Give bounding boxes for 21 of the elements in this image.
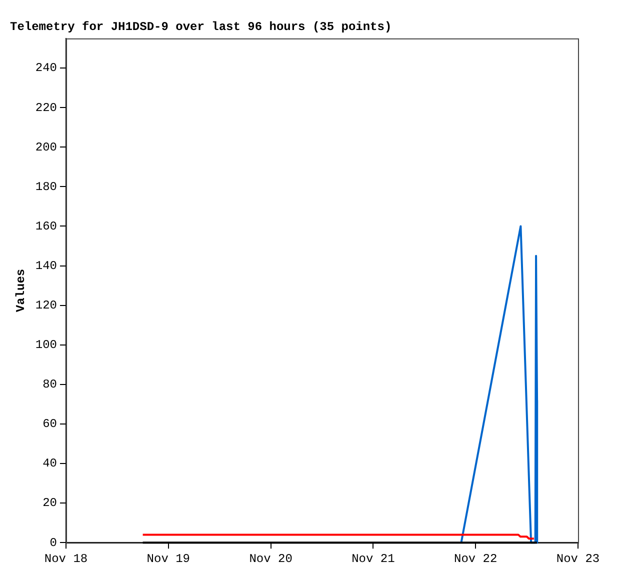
y-tick-label: 60 bbox=[42, 417, 58, 432]
y-tick-label: 0 bbox=[50, 536, 58, 550]
x-tick-label: Nov 21 bbox=[352, 552, 395, 566]
chart-title: Telemetry for JH1DSD-9 over last 96 hours (35 points) bbox=[10, 20, 392, 34]
y-axis-title: Values bbox=[14, 268, 28, 312]
y-tick-label: 120 bbox=[35, 298, 58, 312]
x-tick-label: Nov 23 bbox=[556, 552, 600, 566]
x-tick-label: Nov 22 bbox=[454, 552, 498, 566]
x-tick-label: Nov 20 bbox=[249, 552, 292, 566]
y-tick-label: 200 bbox=[35, 140, 58, 154]
y-tick-label: 100 bbox=[35, 338, 58, 352]
y-tick-label: 20 bbox=[42, 496, 58, 510]
y-tick-label: 40 bbox=[42, 456, 58, 471]
y-tick-label: 140 bbox=[35, 258, 58, 273]
y-tick-label: 220 bbox=[35, 100, 58, 115]
y-tick-label: 240 bbox=[35, 61, 58, 76]
y-tick-label: 180 bbox=[35, 180, 58, 194]
x-tick-label: Nov 18 bbox=[44, 552, 88, 566]
x-tick-label: Nov 19 bbox=[146, 552, 190, 566]
y-tick-label: 80 bbox=[42, 378, 58, 392]
y-tick-label: 160 bbox=[35, 219, 58, 234]
